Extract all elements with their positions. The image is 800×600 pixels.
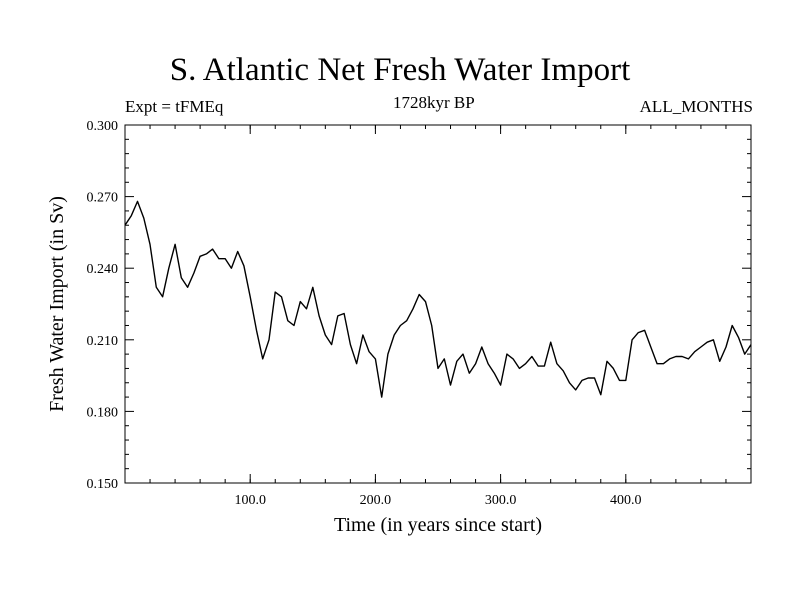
- x-tick-label: 100.0: [234, 493, 266, 508]
- y-tick-label: 0.270: [87, 191, 119, 206]
- chart-title: S. Atlantic Net Fresh Water Import: [169, 52, 631, 88]
- x-axis-label: Time (in years since start): [334, 514, 542, 536]
- y-tick-label: 0.150: [87, 477, 119, 492]
- period-label: 1728kyr BP: [393, 93, 475, 112]
- y-tick-label: 0.300: [87, 119, 119, 134]
- x-tick-label: 300.0: [485, 493, 517, 508]
- experiment-label: Expt = tFMEq: [125, 97, 224, 116]
- x-tick-label: 400.0: [610, 493, 642, 508]
- plot-frame: [124, 124, 752, 484]
- x-tick-labels: 100.0 200.0 300.0 400.0: [234, 493, 641, 508]
- months-label: ALL_MONTHS: [639, 97, 753, 116]
- y-tick-label: 0.240: [87, 262, 119, 277]
- y-axis-label: Fresh Water Import (in Sv): [46, 196, 68, 412]
- series-group: [124, 200, 752, 398]
- series-line: [124, 200, 752, 398]
- y-tick-label: 0.210: [87, 334, 119, 349]
- axis-ticks: [125, 124, 751, 484]
- x-tick-label: 200.0: [360, 493, 392, 508]
- y-tick-label: 0.180: [87, 405, 119, 420]
- y-tick-labels: 0.150 0.180 0.210 0.240 0.270 0.300: [87, 119, 119, 492]
